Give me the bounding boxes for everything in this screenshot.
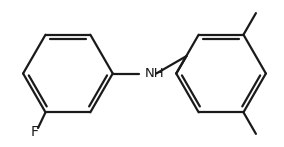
Text: F: F <box>30 125 38 139</box>
Text: NH: NH <box>145 67 165 80</box>
